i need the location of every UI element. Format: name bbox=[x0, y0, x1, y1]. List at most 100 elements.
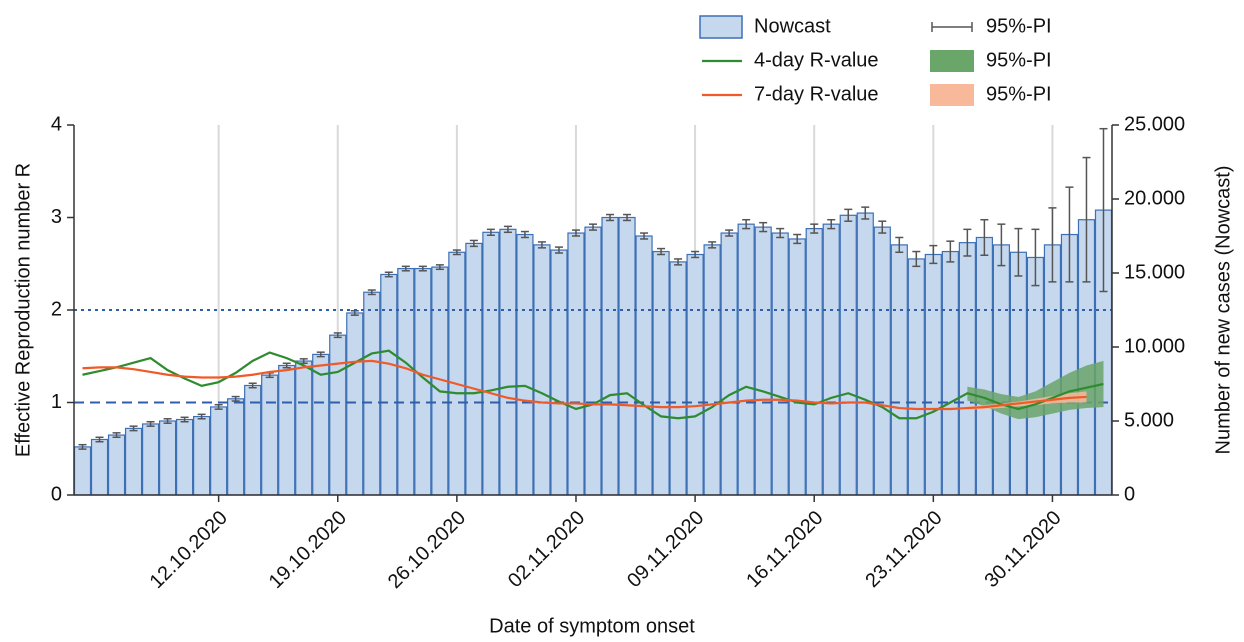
legend-swatch bbox=[930, 84, 974, 106]
error-bar bbox=[503, 225, 512, 234]
x-tick-label: 12.10.2020 bbox=[146, 507, 232, 593]
y2-tick-label: 0 bbox=[1124, 483, 1135, 505]
bar bbox=[635, 235, 653, 496]
bar bbox=[90, 438, 109, 496]
bar bbox=[278, 364, 296, 496]
y-tick-label: 1 bbox=[51, 391, 62, 413]
bar bbox=[992, 244, 1011, 496]
error-bar bbox=[623, 213, 632, 222]
x-tick-label: 02.11.2020 bbox=[504, 507, 589, 592]
y2-tick-label: 10.000 bbox=[1124, 335, 1185, 357]
x-tick-label: 26.10.2020 bbox=[384, 507, 470, 593]
error-bar bbox=[486, 228, 495, 237]
error-bar bbox=[878, 220, 887, 234]
bar bbox=[958, 242, 976, 496]
legend-label: 4-day R-value bbox=[754, 49, 879, 71]
error-bar bbox=[418, 265, 427, 272]
bar bbox=[346, 312, 364, 496]
bar bbox=[158, 420, 177, 496]
bar bbox=[193, 415, 211, 496]
bar bbox=[499, 228, 517, 496]
y-tick-label: 0 bbox=[51, 483, 62, 505]
bar bbox=[124, 427, 143, 496]
x-tick-label: 16.11.2020 bbox=[742, 507, 827, 592]
bar bbox=[210, 406, 228, 496]
bar bbox=[550, 249, 568, 496]
bar bbox=[788, 238, 806, 496]
bar bbox=[380, 273, 398, 496]
error-bar bbox=[401, 265, 410, 272]
bar bbox=[175, 418, 194, 496]
y2-tick-label: 15.000 bbox=[1124, 261, 1185, 283]
bar bbox=[720, 232, 738, 496]
error-bar bbox=[316, 351, 325, 358]
error-bar bbox=[248, 382, 257, 389]
bar bbox=[754, 226, 772, 496]
bar bbox=[465, 242, 483, 496]
y-axis-label: Effective Reproduction number R bbox=[12, 163, 34, 457]
error-bar bbox=[520, 230, 529, 239]
error-bar bbox=[810, 223, 819, 234]
bar bbox=[805, 228, 823, 496]
error-bar bbox=[759, 221, 768, 233]
error-bar bbox=[214, 403, 223, 410]
error-bar bbox=[1031, 228, 1040, 287]
error-bar bbox=[129, 425, 138, 432]
bar bbox=[652, 250, 670, 496]
error-bar bbox=[657, 247, 666, 256]
error-bar bbox=[691, 250, 700, 259]
bar bbox=[1009, 251, 1028, 496]
error-bar bbox=[980, 218, 989, 256]
legend-label: 95%-PI bbox=[986, 49, 1052, 71]
error-bar bbox=[606, 213, 615, 222]
error-bar bbox=[282, 362, 291, 369]
x-tick-label: 19.10.2020 bbox=[265, 507, 351, 593]
y-tick-label: 3 bbox=[51, 206, 62, 228]
error-bar bbox=[163, 418, 172, 424]
legend-label: 95%-PI bbox=[986, 83, 1052, 105]
error-bar bbox=[333, 332, 342, 339]
line bbox=[82, 359, 1087, 411]
bar bbox=[907, 258, 925, 496]
error-bar bbox=[146, 420, 155, 427]
error-bar bbox=[1065, 186, 1074, 283]
bar bbox=[141, 423, 160, 496]
y2-axis-label: Number of new cases (Nowcast) bbox=[1212, 166, 1234, 455]
bar bbox=[856, 212, 874, 496]
bar bbox=[601, 216, 619, 496]
x-tick-label: 30.11.2020 bbox=[980, 507, 1065, 592]
error-bar bbox=[827, 218, 836, 230]
error-bar bbox=[895, 236, 904, 254]
error-bar bbox=[469, 239, 478, 248]
error-bar bbox=[452, 249, 461, 256]
error-bar bbox=[180, 416, 189, 423]
bar bbox=[771, 232, 789, 496]
x-tick-label: 23.11.2020 bbox=[861, 507, 946, 592]
legend-label: 95%-PI bbox=[986, 15, 1052, 37]
error-bar bbox=[946, 240, 955, 263]
legend-swatch bbox=[699, 15, 743, 39]
bar bbox=[873, 226, 891, 496]
error-bar bbox=[435, 264, 444, 271]
error-bar bbox=[776, 227, 785, 239]
error-bar bbox=[571, 229, 580, 237]
bar bbox=[363, 291, 381, 496]
bar bbox=[295, 360, 313, 496]
bar bbox=[941, 250, 959, 496]
legend-swatch bbox=[930, 50, 974, 72]
error-bar bbox=[1048, 207, 1057, 283]
error-bar bbox=[384, 271, 393, 278]
y2-tick-label: 5.000 bbox=[1124, 409, 1174, 431]
x-axis-label: Date of symptom onset bbox=[489, 615, 695, 637]
y2-tick-label: 20.000 bbox=[1124, 187, 1185, 209]
bar bbox=[839, 214, 857, 496]
error-bar bbox=[1099, 127, 1108, 293]
error-bar bbox=[640, 232, 649, 240]
error-bar bbox=[742, 218, 751, 230]
bar bbox=[822, 223, 840, 496]
bar bbox=[482, 231, 500, 496]
error-bar bbox=[231, 395, 240, 402]
error-bar bbox=[367, 289, 376, 296]
bar bbox=[567, 232, 585, 496]
